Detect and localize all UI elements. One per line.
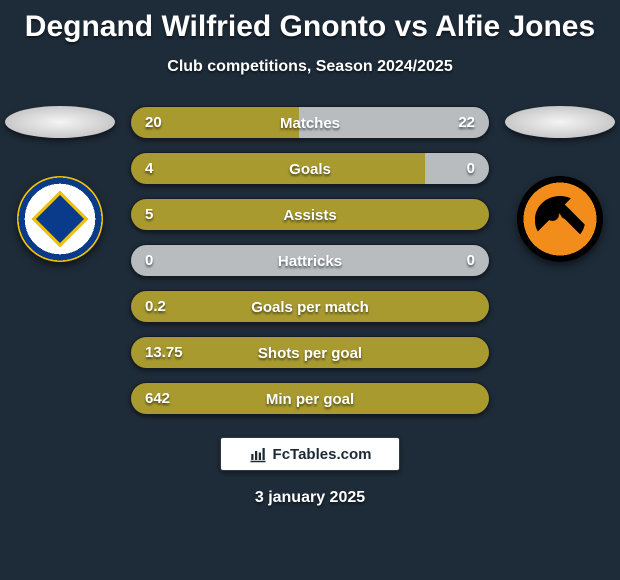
branding-chart-icon xyxy=(249,445,267,463)
team-a-crest-icon xyxy=(17,176,103,262)
player-b-name: Alfie Jones xyxy=(435,10,595,43)
stat-bar-values: 00 xyxy=(131,245,489,276)
stat-bar-row: 2022Matches xyxy=(130,106,490,139)
stat-bar-values: 2022 xyxy=(131,107,489,138)
branding-badge: FcTables.com xyxy=(220,437,400,471)
stat-value-right: 0 xyxy=(467,252,475,269)
stat-bar-row: 13.75Shots per goal xyxy=(130,336,490,369)
stat-bar-row: 5Assists xyxy=(130,198,490,231)
stat-value-left: 642 xyxy=(145,390,170,407)
stat-bar-values: 0.2 xyxy=(131,291,489,322)
stat-bar-values: 5 xyxy=(131,199,489,230)
player-a-name: Degnand Wilfried Gnonto xyxy=(25,10,386,43)
stat-value-right: 0 xyxy=(467,160,475,177)
stat-bar-row: 00Hattricks xyxy=(130,244,490,277)
stat-bar-row: 642Min per goal xyxy=(130,382,490,415)
stat-value-left: 13.75 xyxy=(145,344,183,361)
comparison-subtitle: Club competitions, Season 2024/2025 xyxy=(0,58,620,76)
stat-value-left: 20 xyxy=(145,114,162,131)
team-a-badge-column xyxy=(0,106,120,262)
pedestal-ellipse xyxy=(5,106,115,138)
snapshot-date: 3 january 2025 xyxy=(0,489,620,507)
stat-value-left: 4 xyxy=(145,160,153,177)
stat-value-left: 0.2 xyxy=(145,298,166,315)
stat-bar-values: 13.75 xyxy=(131,337,489,368)
stat-bar-values: 642 xyxy=(131,383,489,414)
team-b-crest-icon xyxy=(517,176,603,262)
stat-value-left: 0 xyxy=(145,252,153,269)
comparison-title: Degnand Wilfried Gnonto vs Alfie Jones xyxy=(0,0,620,44)
stat-value-left: 5 xyxy=(145,206,153,223)
vs-separator: vs xyxy=(395,10,428,43)
branding-text: FcTables.com xyxy=(273,446,372,463)
stat-bar-row: 40Goals xyxy=(130,152,490,185)
stat-bars-container: 2022Matches40Goals5Assists00Hattricks0.2… xyxy=(130,106,490,415)
pedestal-ellipse xyxy=(505,106,615,138)
stat-value-right: 22 xyxy=(458,114,475,131)
stat-bar-values: 40 xyxy=(131,153,489,184)
comparison-content: 2022Matches40Goals5Assists00Hattricks0.2… xyxy=(0,106,620,415)
stat-bar-row: 0.2Goals per match xyxy=(130,290,490,323)
team-b-badge-column xyxy=(500,106,620,262)
